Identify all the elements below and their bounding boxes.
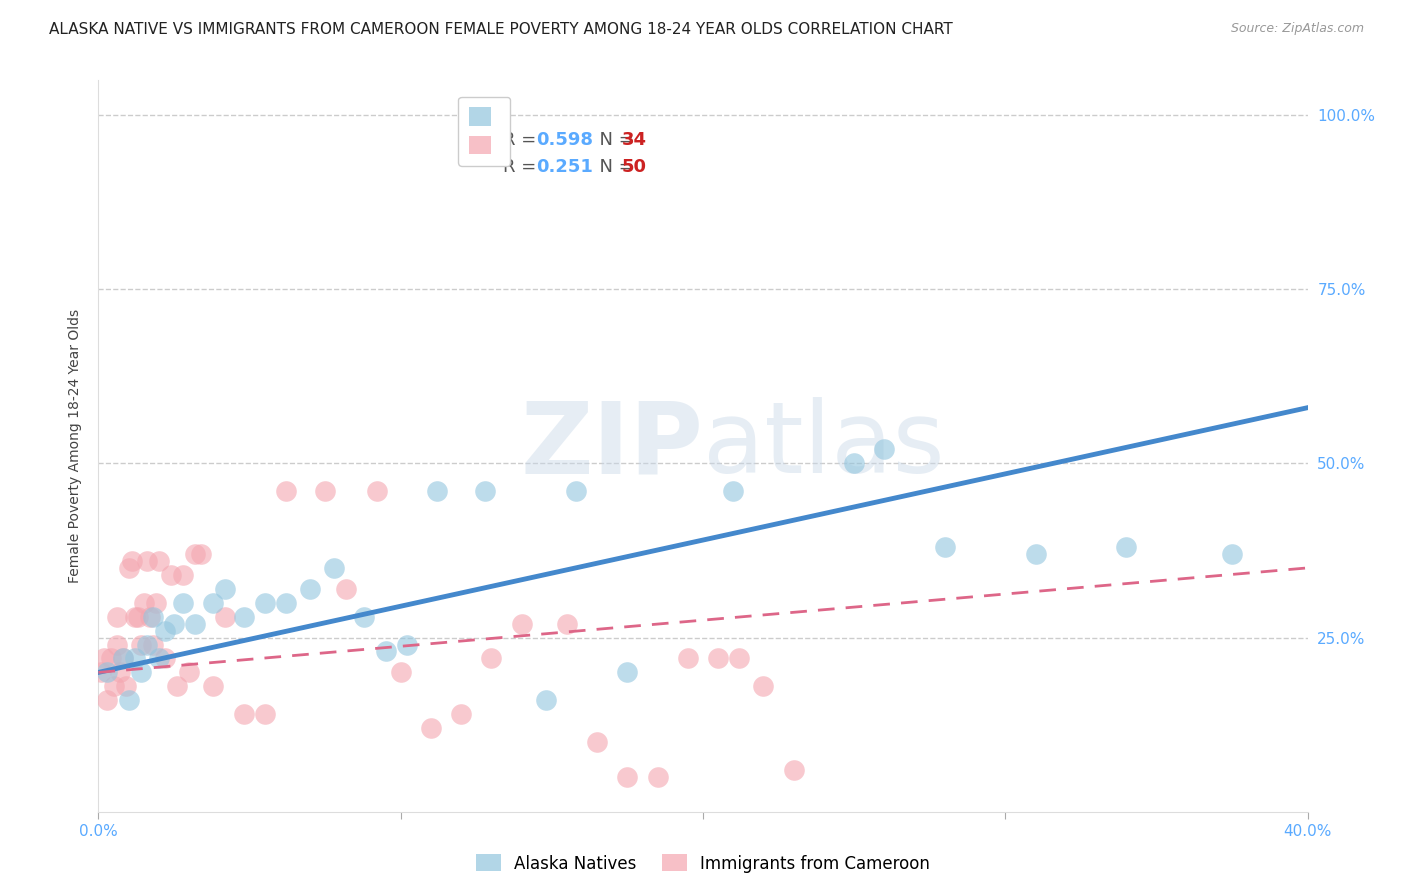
- Text: N =: N =: [588, 158, 640, 176]
- Point: [148, 651, 170, 665]
- Point: [274, 596, 297, 610]
- Point: [676, 651, 699, 665]
- Point: [274, 484, 297, 499]
- Point: [1115, 540, 1137, 554]
- Point: [135, 554, 157, 568]
- Point: [353, 609, 375, 624]
- Point: [1220, 547, 1243, 561]
- Text: R =: R =: [503, 131, 543, 149]
- Point: [214, 582, 236, 596]
- Point: [1024, 547, 1046, 561]
- Point: [96, 665, 118, 680]
- Point: [132, 596, 155, 610]
- Point: [153, 651, 176, 665]
- Point: [314, 484, 336, 499]
- Point: [934, 540, 956, 554]
- Point: [127, 609, 149, 624]
- Point: [179, 665, 201, 680]
- Point: [873, 442, 896, 457]
- Point: [184, 547, 207, 561]
- Point: [374, 644, 396, 658]
- Point: [172, 567, 194, 582]
- Point: [103, 679, 125, 693]
- Point: [426, 484, 449, 499]
- Point: [108, 665, 131, 680]
- Text: ALASKA NATIVE VS IMMIGRANTS FROM CAMEROON FEMALE POVERTY AMONG 18-24 YEAR OLDS C: ALASKA NATIVE VS IMMIGRANTS FROM CAMEROO…: [49, 22, 953, 37]
- Text: 0.251: 0.251: [536, 158, 593, 176]
- Text: N =: N =: [588, 131, 640, 149]
- Point: [299, 582, 322, 596]
- Point: [474, 484, 496, 499]
- Text: atlas: atlas: [703, 398, 945, 494]
- Point: [142, 638, 165, 652]
- Point: [616, 665, 638, 680]
- Point: [232, 707, 254, 722]
- Text: 50: 50: [621, 158, 647, 176]
- Point: [105, 609, 128, 624]
- Point: [129, 638, 152, 652]
- Point: [728, 651, 751, 665]
- Point: [124, 609, 146, 624]
- Point: [166, 679, 188, 693]
- Point: [148, 554, 170, 568]
- Point: [586, 735, 609, 749]
- Point: [389, 665, 412, 680]
- Point: [142, 609, 165, 624]
- Point: [118, 693, 141, 707]
- Point: [90, 665, 112, 680]
- Point: [565, 484, 588, 499]
- Point: [139, 609, 162, 624]
- Point: [202, 679, 225, 693]
- Point: [844, 457, 866, 471]
- Point: [100, 651, 122, 665]
- Point: [232, 609, 254, 624]
- Point: [366, 484, 388, 499]
- Point: [96, 693, 118, 707]
- Point: [202, 596, 225, 610]
- Point: [114, 679, 136, 693]
- Point: [153, 624, 176, 638]
- Point: [420, 721, 443, 735]
- Point: [93, 651, 115, 665]
- Point: [121, 554, 143, 568]
- Point: [111, 651, 134, 665]
- Point: [707, 651, 730, 665]
- Point: [555, 616, 578, 631]
- Y-axis label: Female Poverty Among 18-24 Year Olds: Female Poverty Among 18-24 Year Olds: [69, 309, 83, 583]
- Point: [214, 609, 236, 624]
- Legend: Alaska Natives, Immigrants from Cameroon: Alaska Natives, Immigrants from Cameroon: [470, 847, 936, 880]
- Point: [323, 561, 346, 575]
- Text: ZIP: ZIP: [520, 398, 703, 494]
- Point: [163, 616, 186, 631]
- Text: 34: 34: [621, 131, 647, 149]
- Point: [124, 651, 146, 665]
- Point: [395, 638, 418, 652]
- Point: [118, 561, 141, 575]
- Point: [111, 651, 134, 665]
- Point: [335, 582, 357, 596]
- Text: R =: R =: [503, 158, 543, 176]
- Point: [752, 679, 775, 693]
- Point: [253, 707, 276, 722]
- Point: [190, 547, 212, 561]
- Point: [135, 638, 157, 652]
- Point: [172, 596, 194, 610]
- Point: [783, 763, 806, 777]
- Point: [184, 616, 207, 631]
- Legend: , : ,: [458, 96, 510, 166]
- Point: [616, 770, 638, 784]
- Point: [105, 638, 128, 652]
- Point: [647, 770, 669, 784]
- Point: [160, 567, 183, 582]
- Text: 0.598: 0.598: [536, 131, 593, 149]
- Point: [450, 707, 472, 722]
- Point: [510, 616, 533, 631]
- Text: Source: ZipAtlas.com: Source: ZipAtlas.com: [1230, 22, 1364, 36]
- Point: [534, 693, 557, 707]
- Point: [723, 484, 745, 499]
- Point: [253, 596, 276, 610]
- Point: [481, 651, 503, 665]
- Point: [129, 665, 152, 680]
- Point: [145, 596, 167, 610]
